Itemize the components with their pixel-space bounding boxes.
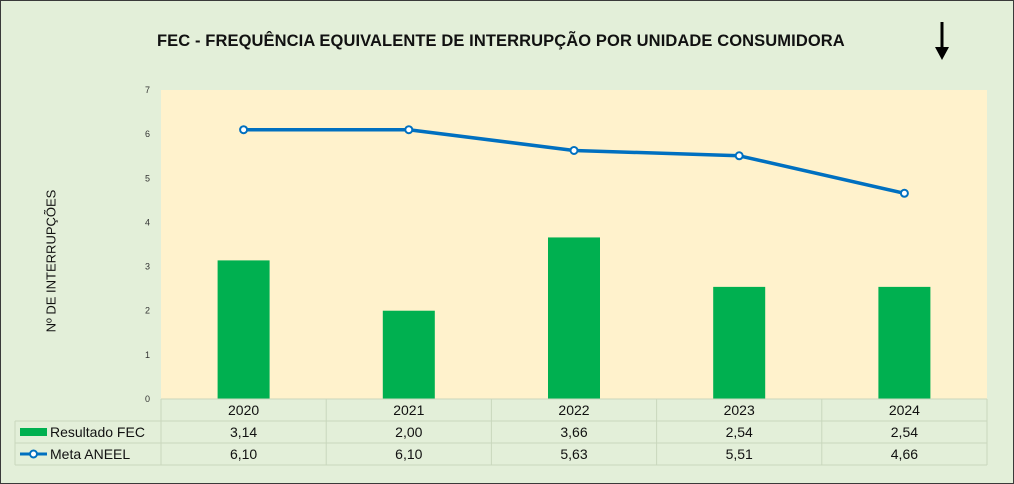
line-point xyxy=(734,151,744,161)
bar xyxy=(217,260,270,399)
line-point xyxy=(899,188,909,198)
y-tick-label: 2 xyxy=(145,306,150,316)
x-tick-label: 2020 xyxy=(228,402,259,418)
chart-title: FEC - FREQUÊNCIA EQUIVALENTE DE INTERRUP… xyxy=(157,32,845,50)
bar xyxy=(548,237,600,399)
legend-label: Meta ANEEL xyxy=(50,446,130,462)
data-label: 3,66 xyxy=(560,424,587,440)
line-point xyxy=(404,125,414,135)
line-point xyxy=(239,125,249,135)
legend-key-bar xyxy=(20,428,47,436)
x-tick-label: 2021 xyxy=(393,402,424,418)
line-point xyxy=(569,145,579,155)
bar xyxy=(878,286,931,399)
x-tick-label: 2024 xyxy=(889,402,920,418)
data-label: 2,54 xyxy=(726,424,753,440)
y-tick-label: 7 xyxy=(145,85,150,95)
data-label: 2,00 xyxy=(395,424,422,440)
data-label: 6,10 xyxy=(395,446,422,462)
data-label: 2,54 xyxy=(891,424,918,440)
legend-label: Resultado FEC xyxy=(50,424,145,440)
x-tick-label: 2023 xyxy=(724,402,755,418)
data-label: 5,63 xyxy=(560,446,587,462)
y-tick-label: 1 xyxy=(145,350,150,360)
data-label: 3,14 xyxy=(230,424,257,440)
data-label: 5,51 xyxy=(726,446,753,462)
data-label: 4,66 xyxy=(891,446,918,462)
y-tick-label: 5 xyxy=(145,173,150,183)
bar xyxy=(713,286,766,399)
y-tick-label: 6 xyxy=(145,129,150,139)
data-label: 6,10 xyxy=(230,446,257,462)
y-tick-label: 3 xyxy=(145,262,150,272)
x-tick-label: 2022 xyxy=(558,402,589,418)
legend-key-marker xyxy=(29,449,38,459)
y-tick-label: 4 xyxy=(145,217,150,227)
arrow-down-icon xyxy=(935,22,949,60)
bar xyxy=(382,310,435,399)
y-tick-label: 0 xyxy=(145,394,150,404)
